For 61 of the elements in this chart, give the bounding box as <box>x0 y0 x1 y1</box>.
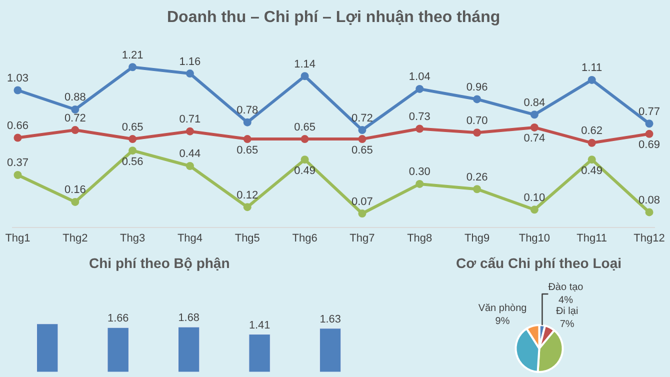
data-label: 1.68 <box>178 312 200 324</box>
data-label: 0.26 <box>466 171 488 184</box>
data-label: 0.65 <box>236 144 258 156</box>
data-label: 0.49 <box>294 164 316 177</box>
chart-title: Cơ cấu Chi phí theo Loại <box>456 255 622 271</box>
data-label: 0.10 <box>524 192 546 204</box>
data-label: 0.84 <box>524 96 546 109</box>
x-tick-label: Thg12 <box>634 232 665 244</box>
data-label: 0.07 <box>352 196 373 208</box>
x-tick-label: Thg10 <box>518 232 550 244</box>
data-label: 0.08 <box>638 194 660 206</box>
data-label: 0.70 <box>466 114 488 127</box>
data-label: 1.41 <box>248 319 270 332</box>
slice-label: Đi lại <box>556 306 578 317</box>
x-tick-label: Thg2 <box>62 232 88 244</box>
data-label: 0.37 <box>7 157 28 170</box>
data-label: 0.66 <box>7 120 28 132</box>
slice-label: Đào tạo <box>548 282 584 293</box>
data-label: 1.66 <box>108 312 129 325</box>
x-tick-label: Thg8 <box>407 232 432 244</box>
data-label: 0.72 <box>352 112 373 124</box>
data-label: 1.16 <box>179 56 201 68</box>
data-label: 0.72 <box>64 112 86 124</box>
data-label: 0.49 <box>581 164 603 177</box>
data-label: 0.65 <box>294 121 316 134</box>
data-label: 1.63 <box>320 313 341 326</box>
data-label: 0.73 <box>408 111 430 124</box>
data-label: 1.03 <box>7 72 28 84</box>
data-label: 0.71 <box>179 114 201 126</box>
data-label: 0.96 <box>466 81 488 94</box>
data-label: 0.62 <box>581 125 603 138</box>
data-label: 1.11 <box>582 62 602 74</box>
data-label: 0.69 <box>638 139 660 152</box>
data-label: 0.12 <box>236 189 258 202</box>
chart-title: Doanh thu – Chi phí – Lợi nhuận theo tháng <box>167 9 500 26</box>
data-label: 0.78 <box>236 104 258 117</box>
data-label: 0.44 <box>179 148 201 160</box>
data-label: 7% <box>560 318 574 330</box>
x-tick-label: Thg7 <box>350 232 375 244</box>
data-label: 0.74 <box>524 132 546 145</box>
chart-title: Chi phí theo Bộ phận <box>89 255 230 271</box>
x-tick-label: Thg11 <box>576 232 608 244</box>
x-tick-label: Thg5 <box>234 232 260 244</box>
x-tick-label: Thg1 <box>5 232 30 244</box>
data-label: 0.88 <box>64 92 86 104</box>
data-label: 0.65 <box>352 144 373 156</box>
data-label: 1.04 <box>408 71 430 84</box>
data-label: 1.21 <box>122 49 144 62</box>
data-label: 4% <box>558 294 574 306</box>
x-tick-label: Thg9 <box>464 232 490 244</box>
slice-label: Văn phòng <box>478 302 527 314</box>
data-label: 0.77 <box>638 106 660 118</box>
data-label: 0.16 <box>64 184 86 196</box>
data-label: 1.14 <box>294 58 316 70</box>
data-label: 0.56 <box>122 156 144 168</box>
x-tick-label: Thg4 <box>177 232 203 244</box>
x-tick-label: Thg6 <box>292 232 318 244</box>
x-tick-label: Thg3 <box>120 232 146 244</box>
data-label: 0.65 <box>122 121 144 134</box>
data-label: 9% <box>495 316 510 327</box>
data-label: 0.30 <box>408 166 430 178</box>
